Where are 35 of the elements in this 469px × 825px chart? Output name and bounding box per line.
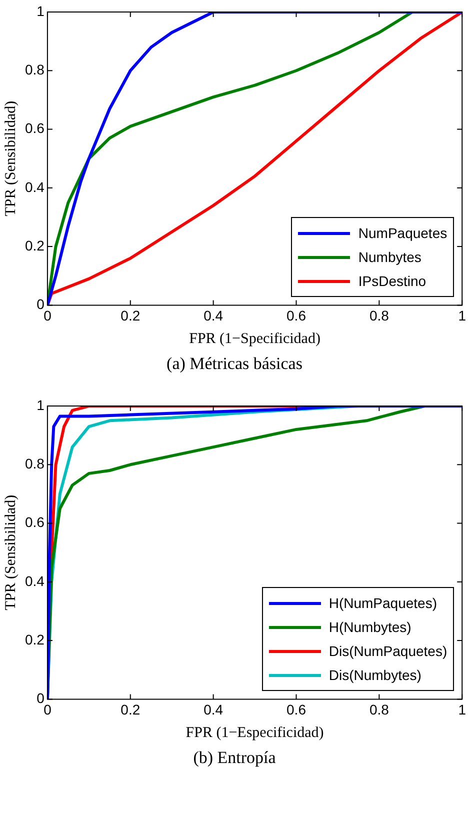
y-axis-title: TPR (Sensibilidad) [2, 494, 19, 610]
y-tick-label: 0.6 [24, 514, 45, 530]
legend-label: Dis(NumPaquetes) [328, 643, 448, 660]
x-tick-label: 1 [458, 307, 466, 324]
text: (a) Métricas básicas [166, 354, 304, 375]
legend-label: H(NumPaquetes) [328, 595, 437, 612]
x-axis-title: FPR (1−Especificidad) [186, 724, 324, 741]
y-tick-label: 0.8 [24, 456, 45, 472]
y-tick-label: 1 [36, 396, 45, 413]
y-tick-label: 0.4 [24, 572, 45, 589]
x-tick-label: 0.8 [369, 701, 390, 718]
text: (b) Entropía [192, 748, 277, 769]
y-tick-label: 0.2 [24, 237, 45, 254]
legend-label: H(Numbytes) [328, 619, 412, 636]
y-tick-label: 0.4 [24, 178, 45, 195]
x-tick-label: 0.2 [120, 307, 140, 324]
x-tick-label: 0.4 [204, 307, 224, 324]
legend-label: Dis(Numbytes) [328, 667, 422, 684]
x-tick-label: 0.6 [286, 307, 306, 324]
legend-label: NumPaquetes [358, 225, 448, 242]
x-tick-label: 0.8 [369, 307, 390, 324]
y-tick-label: 1 [36, 2, 45, 19]
legend-label: Numbytes [358, 249, 422, 266]
y-axis-title: TPR (Sensibilidad) [2, 100, 19, 216]
x-tick-label: 1 [458, 701, 466, 718]
x-tick-label: 0.2 [120, 701, 140, 718]
y-tick-label: 0.6 [24, 120, 45, 136]
x-axis-title: FPR (1−Specificidad) [189, 330, 320, 347]
y-tick-label: 0 [36, 690, 45, 706]
x-tick-label: 0.4 [204, 701, 224, 718]
y-tick-label: 0.8 [24, 62, 45, 78]
y-tick-label: 0.2 [24, 631, 45, 648]
x-tick-label: 0.6 [286, 701, 306, 718]
legend-label: IPsDestino [358, 273, 426, 290]
y-tick-label: 0 [36, 296, 45, 312]
